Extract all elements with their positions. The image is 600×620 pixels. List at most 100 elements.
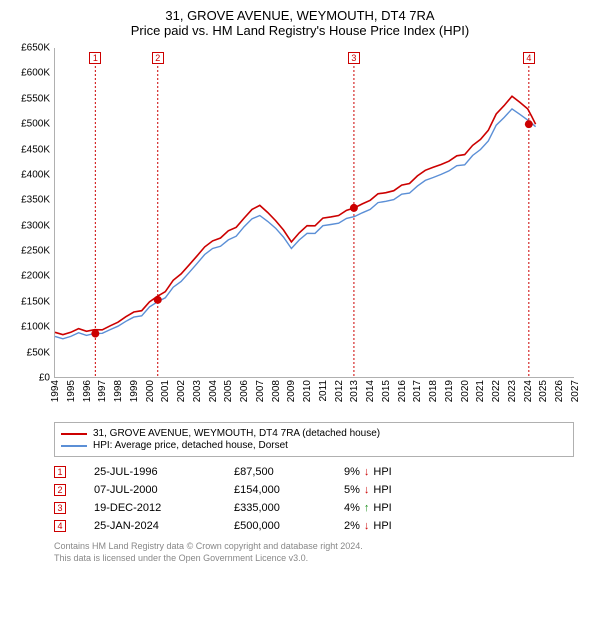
attribution-line-1: Contains HM Land Registry data © Crown c… — [54, 541, 588, 553]
arrow-up-icon: ↑ — [364, 502, 370, 514]
transaction-marker-2: 2 — [152, 52, 164, 64]
y-tick-label: £0 — [39, 373, 50, 384]
x-tick-label: 1999 — [129, 380, 140, 402]
arrow-down-icon: ↓ — [364, 484, 370, 496]
y-tick-label: £450K — [21, 144, 50, 155]
x-tick-label: 2002 — [176, 380, 187, 402]
x-tick-label: 2016 — [397, 380, 408, 402]
x-tick-label: 2012 — [334, 380, 345, 402]
transaction-delta: 2%↓HPI — [344, 520, 474, 532]
x-tick-label: 2005 — [223, 380, 234, 402]
y-tick-label: £200K — [21, 271, 50, 282]
title-line-2: Price paid vs. HM Land Registry's House … — [12, 23, 588, 38]
x-tick-label: 2026 — [554, 380, 565, 402]
transaction-date: 07-JUL-2000 — [94, 484, 234, 496]
y-tick-label: £50K — [27, 347, 50, 358]
x-tick-label: 2017 — [412, 380, 423, 402]
legend-swatch-property — [61, 433, 87, 435]
x-tick-label: 2018 — [428, 380, 439, 402]
transaction-row-marker: 1 — [54, 466, 66, 478]
transaction-delta: 5%↓HPI — [344, 484, 474, 496]
arrow-down-icon: ↓ — [364, 466, 370, 478]
legend-row-property: 31, GROVE AVENUE, WEYMOUTH, DT4 7RA (det… — [61, 428, 567, 439]
arrow-down-icon: ↓ — [364, 520, 370, 532]
x-tick-label: 2001 — [160, 380, 171, 402]
transaction-marker-4: 4 — [523, 52, 535, 64]
transaction-price: £335,000 — [234, 502, 344, 514]
y-tick-label: £100K — [21, 322, 50, 333]
transaction-point — [154, 296, 162, 304]
chart-title-block: 31, GROVE AVENUE, WEYMOUTH, DT4 7RA Pric… — [12, 8, 588, 38]
y-tick-label: £500K — [21, 119, 50, 130]
x-tick-label: 2023 — [507, 380, 518, 402]
x-tick-label: 2020 — [460, 380, 471, 402]
legend: 31, GROVE AVENUE, WEYMOUTH, DT4 7RA (det… — [54, 422, 574, 457]
x-tick-label: 2008 — [271, 380, 282, 402]
transaction-price: £87,500 — [234, 466, 344, 478]
legend-row-hpi: HPI: Average price, detached house, Dors… — [61, 440, 567, 451]
x-tick-label: 2007 — [255, 380, 266, 402]
transaction-date: 25-JUL-1996 — [94, 466, 234, 478]
x-tick-label: 2004 — [208, 380, 219, 402]
x-tick-label: 2014 — [365, 380, 376, 402]
x-tick-label: 2009 — [286, 380, 297, 402]
x-axis-ticks: 1994199519961997199819992000200120022003… — [54, 380, 574, 418]
y-tick-label: £600K — [21, 68, 50, 79]
transaction-date: 25-JAN-2024 — [94, 520, 234, 532]
attribution-line-2: This data is licensed under the Open Gov… — [54, 553, 588, 565]
y-axis-ticks: £0£50K£100K£150K£200K£250K£300K£350K£400… — [12, 48, 54, 378]
transaction-point — [91, 330, 99, 338]
x-tick-label: 1995 — [66, 380, 77, 402]
plot-svg — [55, 48, 575, 378]
x-tick-label: 2019 — [444, 380, 455, 402]
transaction-point — [350, 204, 358, 212]
x-tick-label: 1994 — [50, 380, 61, 402]
chart: £0 £50K £100K £150K £200K £250K £300K £350K £400… — [12, 48, 588, 418]
x-tick-label: 2011 — [318, 380, 329, 402]
x-tick-label: 2021 — [475, 380, 486, 402]
x-tick-label: 2006 — [239, 380, 250, 402]
transaction-delta: 4%↑HPI — [344, 502, 474, 514]
y-tick-label: £250K — [21, 246, 50, 257]
x-tick-label: 1996 — [82, 380, 93, 402]
plot-area: 1 2 3 4 — [54, 48, 574, 378]
x-tick-label: 2003 — [192, 380, 203, 402]
transaction-row: 4 25-JAN-2024£500,0002%↓HPI — [54, 517, 574, 535]
transaction-row-marker: 2 — [54, 484, 66, 496]
attribution: Contains HM Land Registry data © Crown c… — [54, 541, 588, 564]
x-tick-label: 1997 — [97, 380, 108, 402]
y-tick-label: £400K — [21, 169, 50, 180]
transaction-row: 3 19-DEC-2012£335,0004%↑HPI — [54, 499, 574, 517]
transaction-row: 2 07-JUL-2000£154,0005%↓HPI — [54, 481, 574, 499]
transaction-date: 19-DEC-2012 — [94, 502, 234, 514]
transaction-row-marker: 3 — [54, 502, 66, 514]
y-tick-label: £150K — [21, 296, 50, 307]
x-tick-label: 2000 — [145, 380, 156, 402]
y-tick-label: £650K — [21, 43, 50, 54]
x-tick-label: 2027 — [570, 380, 581, 402]
transaction-price: £154,000 — [234, 484, 344, 496]
transaction-marker-3: 3 — [348, 52, 360, 64]
x-tick-label: 2010 — [302, 380, 313, 402]
transaction-row: 1 25-JUL-1996£87,5009%↓HPI — [54, 463, 574, 481]
transaction-marker-1: 1 — [89, 52, 101, 64]
series-line-hpi — [55, 109, 536, 339]
transaction-row-marker: 4 — [54, 520, 66, 532]
x-tick-label: 2013 — [349, 380, 360, 402]
series-line-property — [55, 96, 536, 335]
x-tick-label: 2015 — [381, 380, 392, 402]
transaction-point — [525, 120, 533, 128]
y-tick-label: £300K — [21, 220, 50, 231]
transaction-table: 1 25-JUL-1996£87,5009%↓HPI 2 07-JUL-2000£15… — [54, 463, 574, 535]
legend-label-property: 31, GROVE AVENUE, WEYMOUTH, DT4 7RA (det… — [93, 428, 380, 439]
x-tick-label: 1998 — [113, 380, 124, 402]
y-tick-label: £350K — [21, 195, 50, 206]
legend-label-hpi: HPI: Average price, detached house, Dors… — [93, 440, 288, 451]
x-tick-label: 2024 — [523, 380, 534, 402]
legend-swatch-hpi — [61, 445, 87, 447]
transaction-price: £500,000 — [234, 520, 344, 532]
y-tick-label: £550K — [21, 93, 50, 104]
transaction-delta: 9%↓HPI — [344, 466, 474, 478]
title-line-1: 31, GROVE AVENUE, WEYMOUTH, DT4 7RA — [12, 8, 588, 23]
x-tick-label: 2022 — [491, 380, 502, 402]
